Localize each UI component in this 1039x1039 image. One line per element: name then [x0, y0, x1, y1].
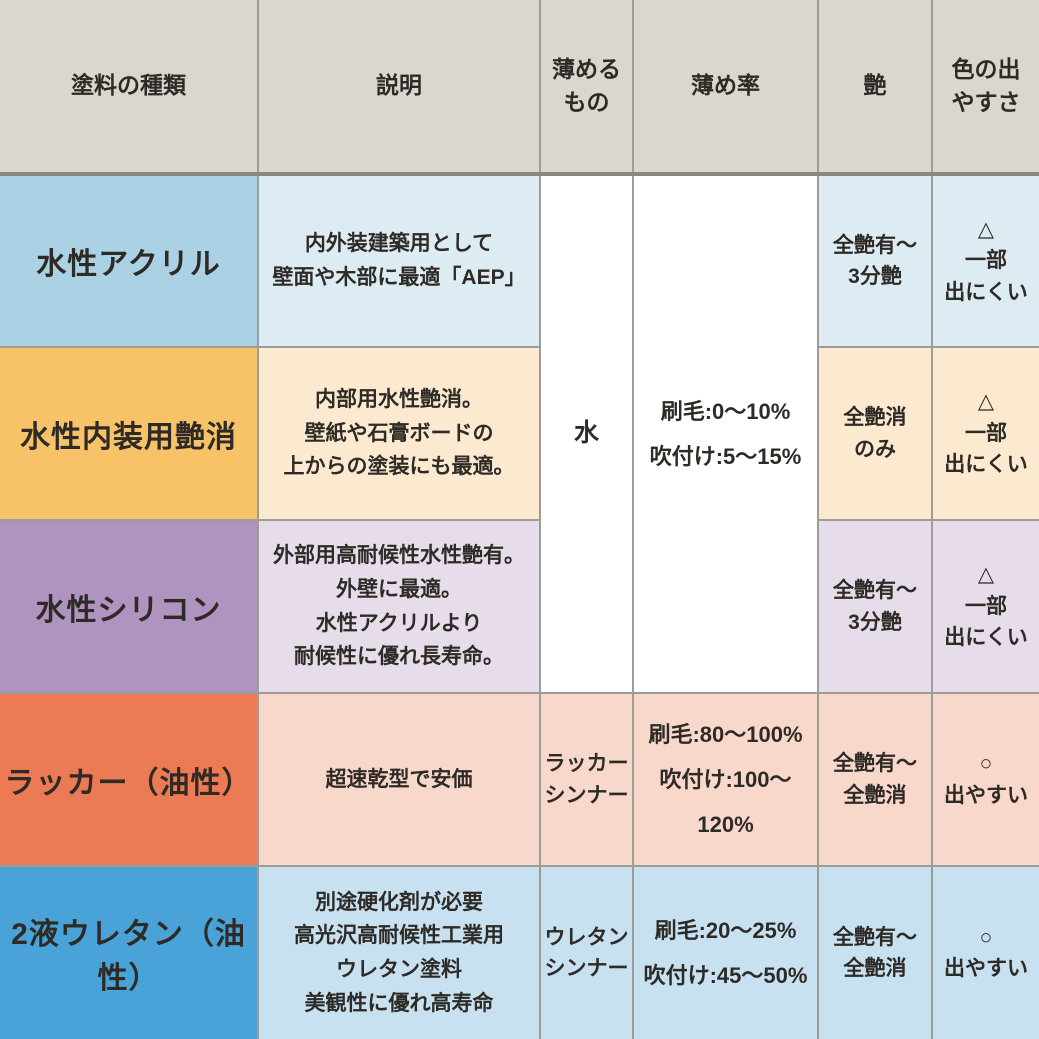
- dilution-ratio-cell: 刷毛:80〜100% 吹付け:100〜120%: [632, 692, 819, 867]
- header-gloss: 艶: [817, 0, 933, 176]
- thinner-cell-water: 水: [539, 173, 634, 694]
- gloss-cell: 全艶消 のみ: [817, 346, 933, 521]
- paint-name-cell: 2液ウレタン（油性）: [0, 865, 259, 1039]
- description-cell: 外部用高耐候性水性艶有。 外壁に最適。 水性アクリルより 耐候性に優れ長寿命。: [257, 519, 541, 694]
- row-lacquer-oil: ラッカー（油性） 超速乾型で安価 ラッカー シンナー 刷毛:80〜100% 吹付…: [0, 692, 1039, 867]
- header-paint-type: 塗料の種類: [0, 0, 259, 176]
- gloss-cell: 全艶有〜 全艶消: [817, 692, 933, 867]
- header-dilution-ratio: 薄め率: [632, 0, 819, 176]
- row-water-acrylic: 水性アクリル 内外装建築用として 壁面や木部に最適「AEP」 水 刷毛:0〜10…: [0, 173, 1039, 694]
- dilution-ratio-cell-water: 刷毛:0〜10% 吹付け:5〜15%: [632, 173, 819, 694]
- row-two-part-urethane-oil: 2液ウレタン（油性） 別途硬化剤が必要 高光沢高耐候性工業用 ウレタン塗料 美観…: [0, 865, 1039, 1039]
- paint-name-cell: 水性内装用艶消: [0, 346, 259, 521]
- color-ease-cell: ○ 出やすい: [931, 692, 1039, 867]
- header-color-ease: 色の出 やすさ: [931, 0, 1039, 176]
- gloss-cell: 全艶有〜 全艶消: [817, 865, 933, 1039]
- header-description: 説明: [257, 0, 541, 176]
- paint-name-cell: 水性シリコン: [0, 519, 259, 694]
- paint-name-cell: ラッカー（油性）: [0, 692, 259, 867]
- description-cell: 内外装建築用として 壁面や木部に最適「AEP」: [257, 173, 541, 348]
- description-cell: 内部用水性艶消。 壁紙や石膏ボードの 上からの塗装にも最適。: [257, 346, 541, 521]
- color-ease-cell: ○ 出やすい: [931, 865, 1039, 1039]
- gloss-cell: 全艶有〜 3分艶: [817, 519, 933, 694]
- row-water-silicone: 水性シリコン 外部用高耐候性水性艶有。 外壁に最適。 水性アクリルより 耐候性に…: [0, 519, 1039, 694]
- thinner-cell: ウレタン シンナー: [539, 865, 634, 1039]
- color-ease-cell: △ 一部 出にくい: [931, 173, 1039, 348]
- description-cell: 超速乾型で安価: [257, 692, 541, 867]
- paint-name-cell: 水性アクリル: [0, 173, 259, 348]
- gloss-cell: 全艶有〜 3分艶: [817, 173, 933, 348]
- color-ease-cell: △ 一部 出にくい: [931, 346, 1039, 521]
- description-cell: 別途硬化剤が必要 高光沢高耐候性工業用 ウレタン塗料 美観性に優れ高寿命: [257, 865, 541, 1039]
- header-row: 塗料の種類 説明 薄める もの 薄め率 艶 色の出 やすさ: [0, 0, 1039, 176]
- thinner-cell: ラッカー シンナー: [539, 692, 634, 867]
- dilution-ratio-cell: 刷毛:20〜25% 吹付け:45〜50%: [632, 865, 819, 1039]
- color-ease-cell: △ 一部 出にくい: [931, 519, 1039, 694]
- row-water-interior-matte: 水性内装用艶消 内部用水性艶消。 壁紙や石膏ボードの 上からの塗装にも最適。 全…: [0, 346, 1039, 521]
- header-thinner: 薄める もの: [539, 0, 634, 176]
